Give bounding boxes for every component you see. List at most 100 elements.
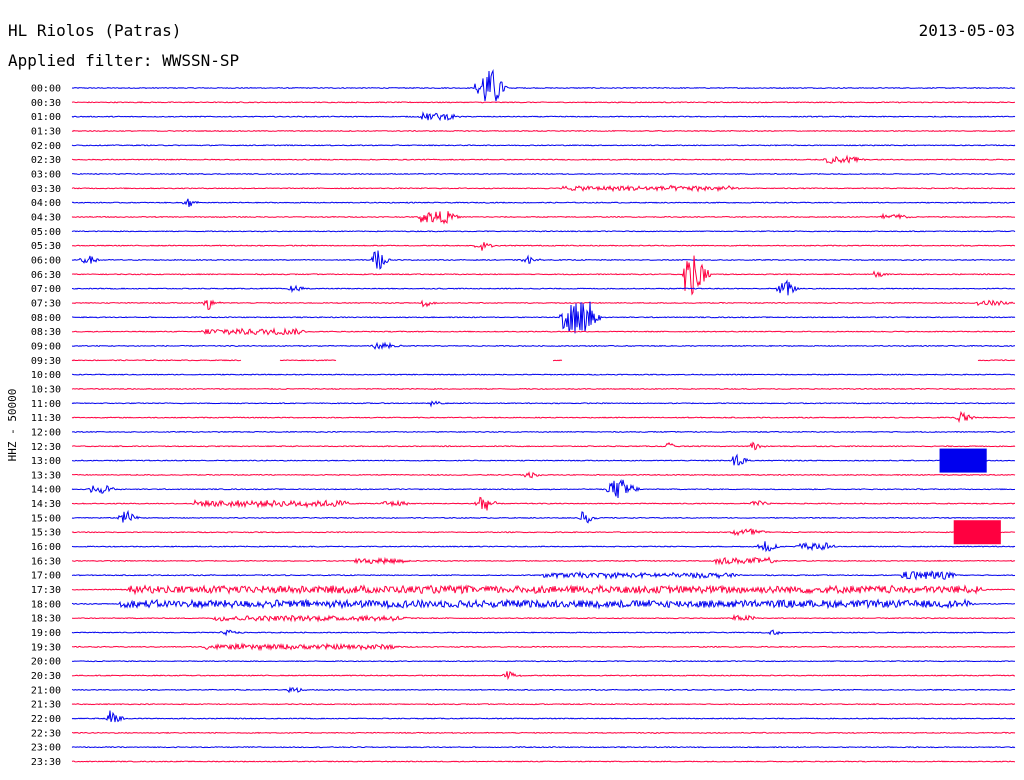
clipped-signal-block bbox=[939, 448, 987, 473]
time-label: 14:00 bbox=[31, 485, 61, 496]
time-label: 12:30 bbox=[31, 442, 61, 453]
time-label: 23:30 bbox=[31, 757, 61, 768]
time-label: 18:00 bbox=[31, 599, 61, 610]
clipped-signal-block bbox=[953, 520, 1001, 545]
time-label: 18:30 bbox=[31, 614, 61, 625]
time-label: 22:30 bbox=[31, 728, 61, 739]
trace-line bbox=[71, 642, 1016, 652]
time-label: 10:00 bbox=[31, 370, 61, 381]
time-label: 05:30 bbox=[31, 241, 61, 252]
trace-line bbox=[71, 598, 1016, 610]
trace-line bbox=[72, 556, 1016, 566]
time-label: 20:00 bbox=[31, 657, 61, 668]
trace-line bbox=[71, 211, 1016, 225]
trace-line bbox=[71, 710, 1015, 723]
trace-line bbox=[71, 198, 1016, 207]
trace-line bbox=[71, 230, 1016, 233]
trace-line bbox=[71, 387, 1016, 391]
trace-line bbox=[71, 101, 1016, 104]
time-label: 11:30 bbox=[31, 413, 61, 424]
time-label: 04:00 bbox=[31, 198, 61, 209]
time-label: 03:30 bbox=[31, 184, 61, 195]
trace-line bbox=[71, 172, 1016, 176]
time-label: 06:00 bbox=[31, 255, 61, 266]
trace-line bbox=[71, 760, 1016, 763]
time-label: 22:00 bbox=[31, 714, 61, 725]
time-label: 07:00 bbox=[31, 284, 61, 295]
trace-line bbox=[71, 570, 1016, 581]
time-label: 08:00 bbox=[31, 313, 61, 324]
trace-group: 00:00 00:30 01:00 01:30 02:00 02:30 03:00 03:30… bbox=[31, 69, 1016, 768]
trace-line bbox=[71, 250, 1016, 270]
trace-line bbox=[71, 746, 1016, 749]
trace-line bbox=[72, 731, 1016, 734]
time-label: 13:30 bbox=[31, 470, 61, 481]
time-label: 14:30 bbox=[31, 499, 61, 510]
trace-line bbox=[71, 629, 1016, 637]
trace-line bbox=[71, 154, 1016, 164]
trace-line bbox=[71, 410, 1016, 424]
time-label: 16:30 bbox=[31, 556, 61, 567]
trace-line bbox=[71, 327, 1015, 336]
time-label: 19:00 bbox=[31, 628, 61, 639]
time-label: 20:30 bbox=[31, 671, 61, 682]
trace-line bbox=[71, 583, 1016, 596]
trace-line bbox=[71, 430, 1016, 434]
time-label: 07:30 bbox=[31, 298, 61, 309]
time-label: 16:00 bbox=[31, 542, 61, 553]
trace-line bbox=[71, 660, 1016, 663]
time-label: 02:30 bbox=[31, 155, 61, 166]
trace-line bbox=[71, 129, 1016, 133]
trace-line bbox=[72, 613, 1016, 623]
trace-line bbox=[71, 255, 1016, 296]
time-label: 17:30 bbox=[31, 585, 61, 596]
trace-line bbox=[71, 69, 1016, 102]
time-label: 12:00 bbox=[31, 427, 61, 438]
time-label: 17:00 bbox=[31, 571, 61, 582]
trace-line bbox=[71, 479, 1016, 499]
time-label: 00:00 bbox=[31, 84, 61, 95]
filter-label: Applied filter: WWSSN-SP bbox=[8, 51, 239, 70]
trace-line bbox=[71, 341, 1015, 350]
station-title: HL Riolos (Patras) bbox=[8, 21, 181, 40]
time-label: 15:00 bbox=[31, 513, 61, 524]
time-label: 11:00 bbox=[31, 399, 61, 410]
trace-line bbox=[71, 541, 1016, 553]
time-label: 13:00 bbox=[31, 456, 61, 467]
trace-line bbox=[71, 144, 1016, 147]
trace-line bbox=[71, 671, 1015, 681]
trace-line bbox=[71, 373, 1016, 376]
time-label: 08:30 bbox=[31, 327, 61, 338]
time-label: 23:00 bbox=[31, 743, 61, 754]
trace-line bbox=[71, 703, 1016, 706]
time-label: 06:30 bbox=[31, 270, 61, 281]
trace-line bbox=[72, 242, 1016, 251]
time-label: 03:00 bbox=[31, 169, 61, 180]
y-axis-label: HHZ - 50000 bbox=[6, 389, 19, 462]
trace-line bbox=[71, 279, 1016, 296]
trace-line bbox=[71, 111, 1016, 122]
time-label: 21:00 bbox=[31, 685, 61, 696]
trace-line bbox=[71, 299, 1015, 310]
time-label: 01:30 bbox=[31, 126, 61, 137]
trace-line bbox=[71, 400, 1016, 408]
time-label: 05:00 bbox=[31, 227, 61, 238]
trace-line bbox=[71, 509, 1016, 524]
time-label: 19:30 bbox=[31, 642, 61, 653]
trace-line bbox=[71, 184, 1016, 193]
trace-line bbox=[71, 453, 1016, 466]
trace-line bbox=[72, 301, 1016, 334]
trace-line bbox=[71, 528, 1016, 537]
time-label: 10:30 bbox=[31, 384, 61, 395]
trace-line bbox=[71, 359, 1016, 362]
time-label: 00:30 bbox=[31, 98, 61, 109]
time-label: 09:30 bbox=[31, 356, 61, 367]
trace-line bbox=[72, 471, 1016, 479]
time-label: 15:30 bbox=[31, 528, 61, 539]
time-label: 01:00 bbox=[31, 112, 61, 123]
time-label: 04:30 bbox=[31, 212, 61, 223]
trace-line bbox=[71, 686, 1016, 694]
trace-line bbox=[71, 496, 1016, 511]
time-label: 02:00 bbox=[31, 141, 61, 152]
